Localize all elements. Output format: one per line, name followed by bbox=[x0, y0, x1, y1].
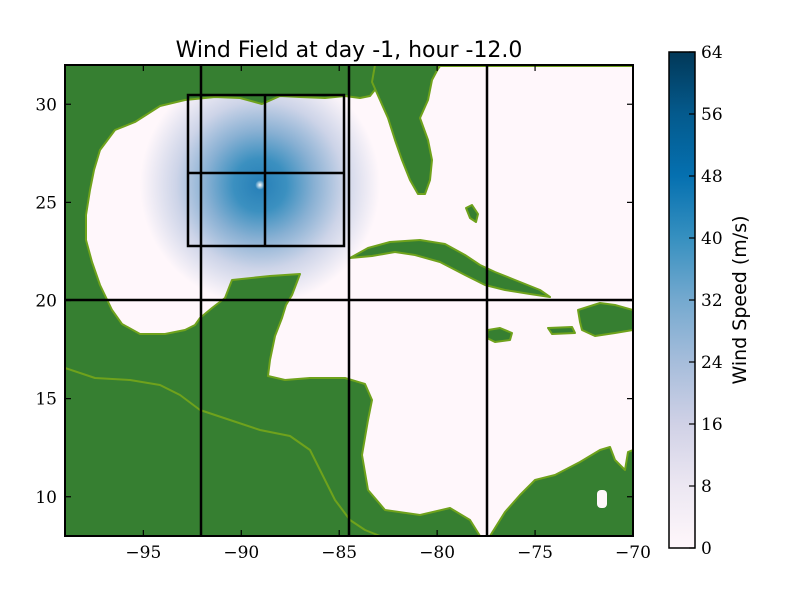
x-axis: −95 −90 −85 −80 −75 −70 bbox=[125, 65, 651, 563]
land-cuba bbox=[349, 239, 551, 298]
colorbar-tick-label: 48 bbox=[701, 167, 723, 187]
plot-area bbox=[65, 65, 633, 536]
x-tick-label: −90 bbox=[223, 543, 259, 563]
y-axis: 10 15 20 25 30 bbox=[35, 95, 633, 508]
y-tick-label: 20 bbox=[35, 292, 57, 312]
colorbar-tick-label: 0 bbox=[701, 539, 712, 559]
colorbar-tick-label: 32 bbox=[701, 291, 723, 311]
x-tick-label: −70 bbox=[615, 543, 651, 563]
land-masses bbox=[65, 65, 633, 536]
land-hispaniola bbox=[577, 302, 633, 337]
y-tick-label: 10 bbox=[35, 488, 57, 508]
colorbar-tick-label: 56 bbox=[701, 105, 723, 125]
land-bahamas bbox=[465, 204, 479, 223]
colorbar-tick-label: 24 bbox=[701, 353, 723, 373]
land-central-america bbox=[65, 367, 381, 536]
storm-domain-box bbox=[186, 93, 346, 248]
x-tick-label: −80 bbox=[419, 543, 455, 563]
x-tick-label: −75 bbox=[517, 543, 553, 563]
colorbar-tick-label: 8 bbox=[701, 477, 712, 497]
land-puerto-rico bbox=[547, 326, 576, 335]
grid-lines bbox=[65, 65, 633, 536]
chart-title: Wind Field at day -1, hour -12.0 bbox=[176, 38, 523, 63]
x-tick-label: −95 bbox=[125, 543, 161, 563]
storm-wind-field bbox=[135, 65, 385, 310]
colorbar-axis: 0 8 16 24 32 40 48 56 64 bbox=[689, 43, 723, 559]
x-tick-label: −85 bbox=[321, 543, 357, 563]
y-tick-label: 30 bbox=[35, 95, 57, 115]
colorbar-tick-label: 64 bbox=[701, 43, 723, 63]
colorbar-tick-label: 40 bbox=[701, 229, 723, 249]
land-florida bbox=[371, 65, 441, 195]
colorbar-tick-label: 16 bbox=[701, 415, 723, 435]
lake-maracaibo bbox=[597, 490, 607, 508]
y-tick-label: 25 bbox=[35, 193, 57, 213]
colorbar-label: Wind Speed (m/s) bbox=[729, 215, 751, 384]
y-tick-label: 15 bbox=[35, 390, 57, 410]
